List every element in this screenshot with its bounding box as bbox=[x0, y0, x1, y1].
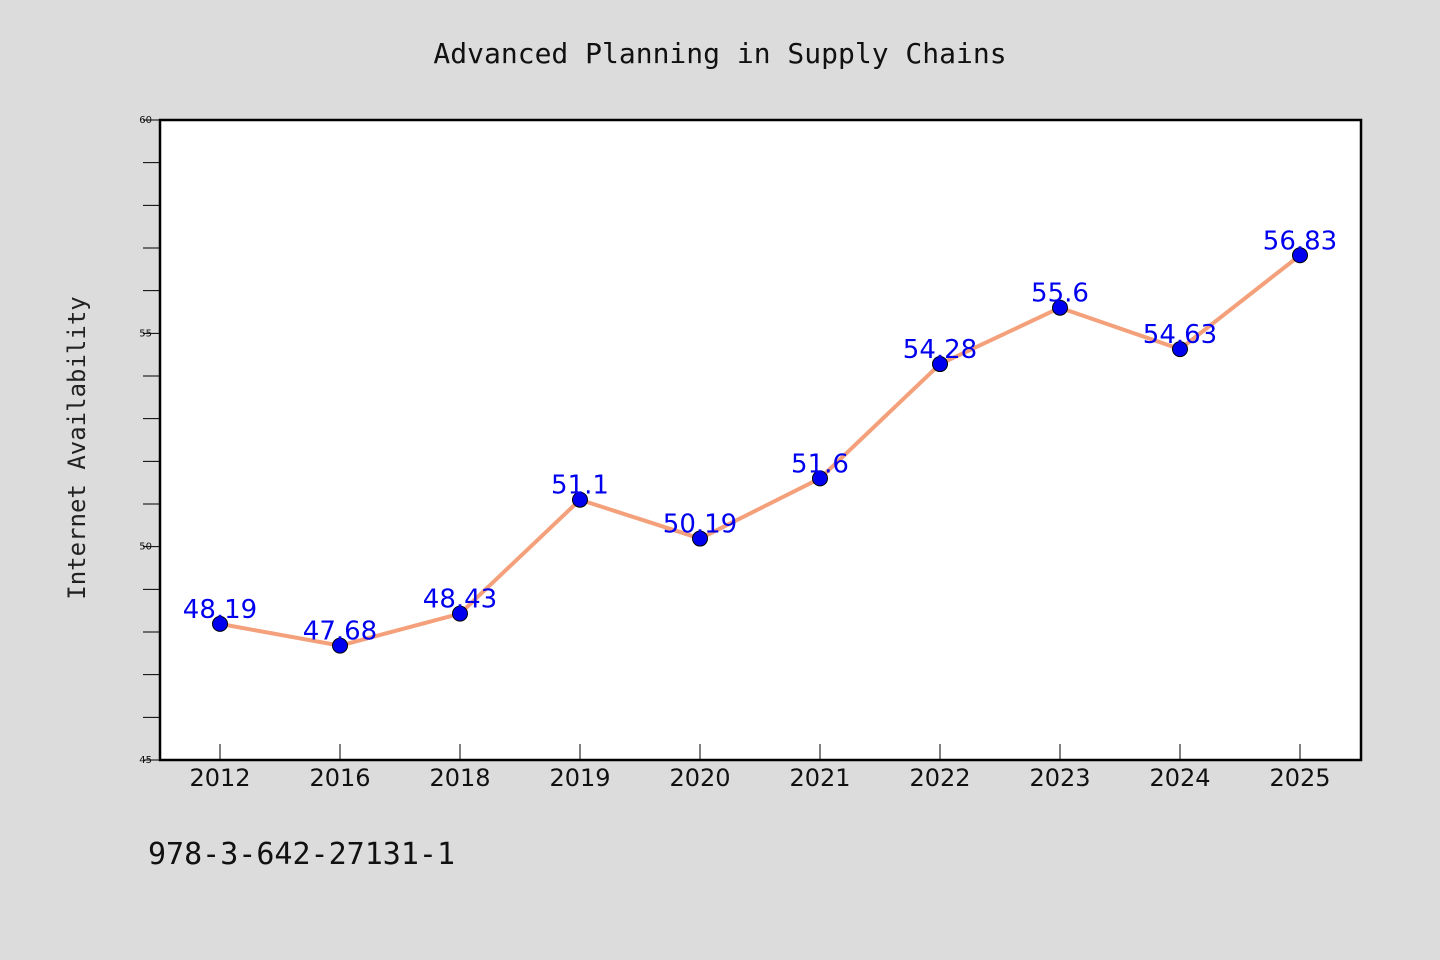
y-axis-label: Internet Availability bbox=[63, 296, 91, 599]
data-point bbox=[212, 615, 228, 632]
data-point bbox=[1052, 299, 1068, 316]
y-tick-label: 50 bbox=[139, 542, 152, 553]
plot-area bbox=[158, 118, 1363, 762]
x-tick-label: 2018 bbox=[429, 764, 490, 792]
data-label: 51.1 bbox=[551, 471, 609, 501]
data-label: 54.63 bbox=[1143, 320, 1217, 350]
data-label: 50.19 bbox=[663, 510, 737, 540]
x-tick-label: 2012 bbox=[189, 764, 250, 792]
data-label: 47.68 bbox=[303, 617, 377, 647]
chart-title: Advanced Planning in Supply Chains bbox=[433, 37, 1006, 70]
x-tick-label: 2025 bbox=[1269, 764, 1330, 792]
y-tick-label: 45 bbox=[139, 755, 152, 766]
data-label: 56.83 bbox=[1263, 226, 1337, 256]
series-layer bbox=[212, 247, 1308, 654]
data-label: 54.28 bbox=[903, 335, 977, 365]
data-point bbox=[692, 530, 708, 547]
x-tick-label: 2022 bbox=[909, 764, 970, 792]
y-tick-label: 55 bbox=[139, 328, 152, 339]
data-point bbox=[1172, 341, 1188, 358]
y-axis: 45 50 55 60 bbox=[139, 115, 160, 766]
data-point bbox=[332, 637, 348, 654]
data-point bbox=[932, 356, 948, 373]
series-line bbox=[219, 253, 1302, 648]
x-axis: 2012 2016 2018 2019 2020 2021 2022 2023 2024 2025 bbox=[189, 744, 1331, 792]
x-tick-label: 2016 bbox=[309, 764, 370, 792]
x-tick-label: 2019 bbox=[549, 764, 610, 792]
x-tick-label: 2024 bbox=[1149, 764, 1210, 792]
data-point bbox=[812, 470, 828, 487]
data-label: 55.6 bbox=[1031, 279, 1089, 309]
data-point bbox=[572, 491, 588, 508]
data-labels: 48.19 47.68 48.43 51.1 50.19 51.6 54.28 55.6 54.… bbox=[183, 226, 1337, 646]
data-label: 51.6 bbox=[791, 449, 849, 479]
data-label: 48.43 bbox=[423, 585, 497, 615]
data-point bbox=[1292, 247, 1308, 264]
x-tick-label: 2020 bbox=[669, 764, 730, 792]
footnote: 978-3-642-27131-1 bbox=[148, 837, 455, 872]
y-tick-label: 60 bbox=[139, 115, 152, 126]
x-tick-label: 2021 bbox=[789, 764, 850, 792]
x-tick-label: 2023 bbox=[1029, 764, 1090, 792]
data-label: 48.19 bbox=[183, 595, 257, 625]
data-point bbox=[452, 605, 468, 622]
